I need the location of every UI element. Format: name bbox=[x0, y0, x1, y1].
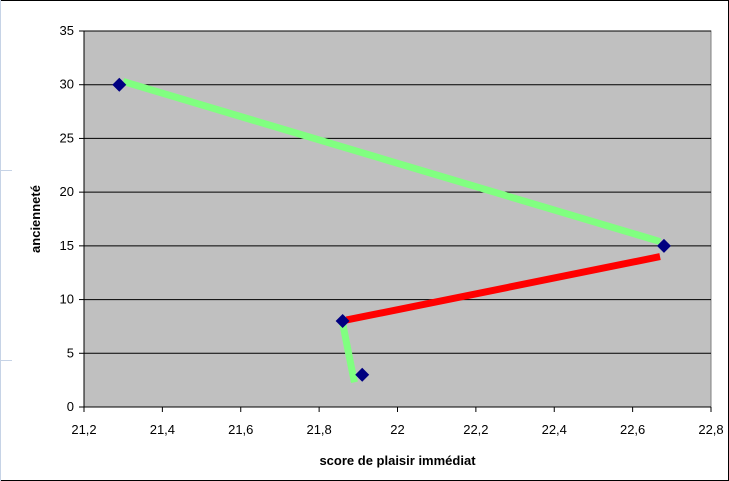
x-axis-title: score de plaisir immédiat bbox=[319, 453, 476, 468]
x-tick-label: 21,2 bbox=[71, 422, 96, 437]
y-tick-label: 25 bbox=[60, 130, 74, 145]
x-tick-label: 21,4 bbox=[150, 422, 175, 437]
arrow-lines bbox=[122, 78, 662, 383]
y-tick-label: 5 bbox=[67, 345, 74, 360]
x-tick-label: 22 bbox=[390, 422, 404, 437]
plot-area bbox=[83, 30, 712, 408]
x-tick-label: 22,4 bbox=[542, 422, 567, 437]
y-axis-title: ancienneté bbox=[28, 185, 43, 253]
y-tick-label: 10 bbox=[60, 292, 74, 307]
x-axis: 21,2 21,4 21,6 21,8 22 22,2 22,4 22,6 22,8 bbox=[71, 406, 724, 437]
sheet-gridline bbox=[0, 170, 12, 171]
data-point bbox=[112, 77, 127, 92]
x-tick-label: 22,8 bbox=[698, 422, 723, 437]
y-tick-label: 30 bbox=[60, 77, 74, 92]
y-tick-label: 0 bbox=[67, 399, 74, 414]
y-axis: 0 5 10 15 20 25 30 35 bbox=[60, 23, 85, 414]
gridlines bbox=[84, 30, 711, 354]
x-tick-label: 22,6 bbox=[620, 422, 645, 437]
data-points bbox=[112, 77, 671, 382]
arrow-line bbox=[345, 253, 661, 324]
y-tick-label: 15 bbox=[60, 238, 74, 253]
sheet-gridline bbox=[0, 0, 1, 481]
data-point bbox=[335, 314, 350, 329]
x-tick-label: 21,8 bbox=[306, 422, 331, 437]
arrow-line bbox=[122, 78, 662, 245]
y-tick-label: 35 bbox=[60, 23, 74, 38]
data-point bbox=[355, 367, 370, 382]
data-point bbox=[656, 238, 671, 253]
arrow-line bbox=[339, 322, 358, 383]
x-tick-label: 21,6 bbox=[228, 422, 253, 437]
sheet-gridline bbox=[0, 360, 12, 361]
x-tick-label: 22,2 bbox=[463, 422, 488, 437]
y-tick-label: 20 bbox=[60, 184, 74, 199]
